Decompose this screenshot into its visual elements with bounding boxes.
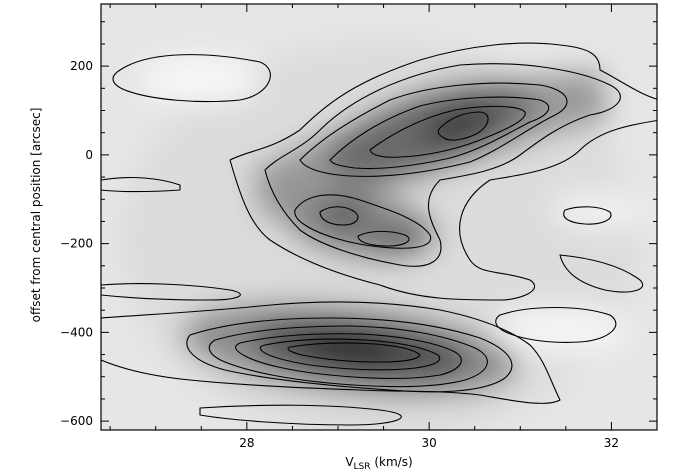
contour-lower-1 <box>101 301 561 404</box>
y-tick-label: 200 <box>70 59 93 73</box>
contour-upper-1 <box>229 42 657 301</box>
x-axis-label: VLSR (km/s) <box>345 455 412 470</box>
contour-lower-3 <box>208 325 488 388</box>
contour-lower-6 <box>287 342 421 363</box>
y-tick-label: −200 <box>60 237 93 251</box>
contour-small-f <box>559 254 643 293</box>
y-tick-label: −400 <box>60 325 93 339</box>
contour-middle-2 <box>319 206 359 226</box>
contour-upper-3 <box>299 82 568 177</box>
contour-small-d <box>101 176 181 193</box>
contour-middle-3 <box>357 230 410 247</box>
contour-lower-2 <box>186 317 513 393</box>
contour-small-a <box>112 54 271 103</box>
contour-lines <box>101 42 657 426</box>
contour-lower-4 <box>235 333 462 379</box>
x-tick-label: 28 <box>239 436 254 450</box>
contour-small-b <box>495 307 617 343</box>
x-axis-label-subscript: LSR <box>354 462 371 470</box>
contour-middle-1 <box>294 194 432 249</box>
plot-frame <box>100 3 658 431</box>
contour-upper-4 <box>329 96 550 170</box>
x-axis-label-unit: (km/s) <box>371 455 413 469</box>
x-tick-label: 30 <box>421 436 436 450</box>
contour-upper-5 <box>369 105 526 158</box>
y-axis-ticks: −600 −400 −200 0 200 <box>60 21 657 428</box>
contour-small-c <box>563 206 612 225</box>
contour-small-e <box>101 283 241 301</box>
contour-upper-2 <box>264 63 621 267</box>
contour-small-g <box>199 404 402 426</box>
contour-upper-6 <box>437 111 489 141</box>
x-tick-label: 32 <box>604 436 619 450</box>
y-tick-label: 0 <box>85 148 93 162</box>
y-tick-label: −600 <box>60 414 93 428</box>
y-axis-label: offset from central position [arcsec] <box>29 108 43 323</box>
contour-lower-5 <box>259 338 441 371</box>
x-axis-ticks: 28 30 32 <box>109 4 658 450</box>
